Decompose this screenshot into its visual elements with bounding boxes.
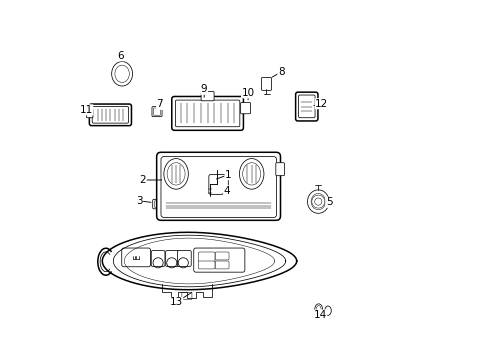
Text: 6: 6 bbox=[117, 51, 123, 61]
Text: 8: 8 bbox=[277, 67, 284, 77]
FancyBboxPatch shape bbox=[165, 251, 179, 266]
FancyBboxPatch shape bbox=[298, 95, 314, 118]
FancyBboxPatch shape bbox=[177, 251, 191, 266]
Ellipse shape bbox=[242, 163, 260, 185]
Ellipse shape bbox=[310, 194, 325, 210]
FancyBboxPatch shape bbox=[152, 107, 162, 117]
Text: 9: 9 bbox=[201, 84, 207, 94]
FancyBboxPatch shape bbox=[86, 109, 93, 118]
Text: 11: 11 bbox=[80, 105, 93, 115]
FancyBboxPatch shape bbox=[198, 252, 215, 261]
FancyBboxPatch shape bbox=[89, 104, 131, 126]
FancyBboxPatch shape bbox=[153, 108, 160, 115]
FancyBboxPatch shape bbox=[182, 292, 192, 300]
Ellipse shape bbox=[314, 304, 322, 315]
FancyBboxPatch shape bbox=[193, 248, 244, 272]
FancyBboxPatch shape bbox=[240, 103, 250, 114]
FancyBboxPatch shape bbox=[208, 175, 228, 194]
Text: 2: 2 bbox=[140, 175, 146, 185]
FancyBboxPatch shape bbox=[201, 91, 214, 101]
Ellipse shape bbox=[111, 62, 132, 86]
FancyBboxPatch shape bbox=[215, 252, 228, 260]
Text: 5: 5 bbox=[325, 197, 332, 207]
Ellipse shape bbox=[316, 306, 321, 314]
FancyBboxPatch shape bbox=[215, 261, 228, 269]
Text: 12: 12 bbox=[315, 99, 328, 109]
Text: 7: 7 bbox=[156, 99, 163, 109]
FancyBboxPatch shape bbox=[156, 152, 280, 220]
FancyBboxPatch shape bbox=[261, 77, 271, 90]
FancyBboxPatch shape bbox=[175, 100, 239, 127]
FancyBboxPatch shape bbox=[154, 201, 162, 207]
FancyBboxPatch shape bbox=[92, 107, 128, 123]
FancyBboxPatch shape bbox=[213, 170, 220, 175]
FancyBboxPatch shape bbox=[198, 261, 215, 269]
Text: 4: 4 bbox=[223, 186, 229, 196]
Text: 3: 3 bbox=[136, 196, 142, 206]
FancyBboxPatch shape bbox=[151, 251, 164, 266]
Ellipse shape bbox=[307, 190, 328, 213]
FancyBboxPatch shape bbox=[122, 248, 150, 267]
Ellipse shape bbox=[115, 65, 129, 82]
Text: 13: 13 bbox=[169, 297, 183, 307]
Text: 1: 1 bbox=[224, 170, 231, 180]
FancyBboxPatch shape bbox=[161, 157, 276, 217]
Ellipse shape bbox=[239, 158, 264, 189]
Ellipse shape bbox=[324, 306, 330, 315]
Ellipse shape bbox=[163, 158, 188, 189]
Text: 14: 14 bbox=[313, 310, 326, 320]
FancyBboxPatch shape bbox=[152, 199, 164, 209]
FancyBboxPatch shape bbox=[275, 163, 284, 176]
FancyBboxPatch shape bbox=[171, 96, 243, 130]
Ellipse shape bbox=[167, 163, 185, 185]
FancyBboxPatch shape bbox=[295, 92, 317, 121]
Text: 10: 10 bbox=[241, 88, 254, 98]
